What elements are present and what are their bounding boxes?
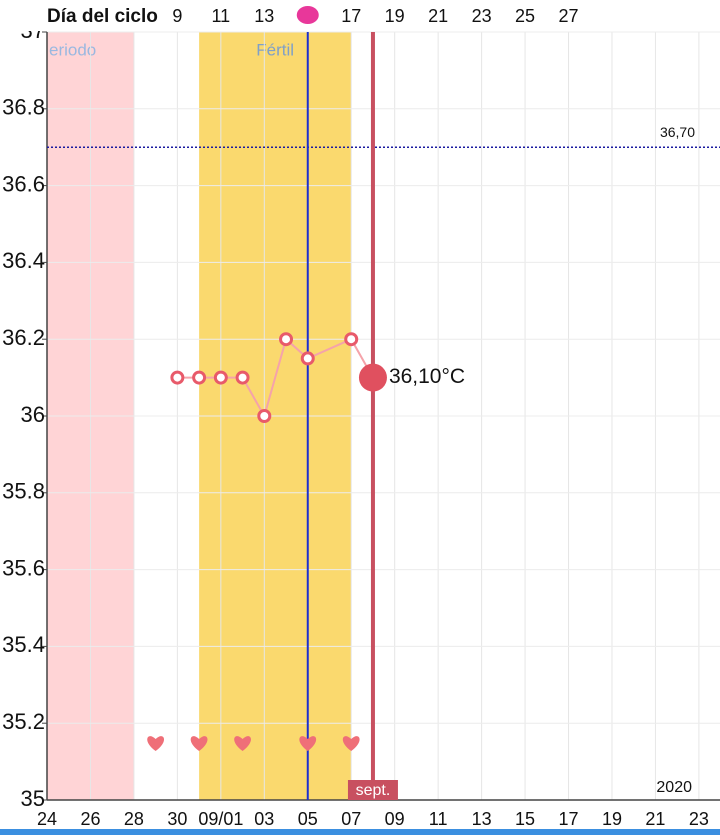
x-tick-label: 24: [37, 809, 57, 829]
point: [235, 370, 250, 385]
point: [213, 370, 228, 385]
x-tick-label: 26: [80, 809, 100, 829]
x-tick-label: 23: [689, 809, 709, 829]
top-strip: [0, 0, 720, 31]
x-tick-label: 13: [472, 809, 492, 829]
point: [279, 332, 294, 347]
point: [170, 370, 185, 385]
x-tick-label: 11: [429, 809, 448, 829]
cycle-day-label: 11: [211, 6, 230, 26]
y-tick-label: 36.4: [2, 248, 45, 273]
cycle-day-label: 19: [385, 6, 405, 26]
heart-marker: [190, 736, 208, 751]
band-label: eriodo: [49, 40, 96, 59]
value-label: 36,10°C: [389, 365, 465, 388]
y-tick-label: 36.6: [2, 171, 45, 196]
y-tick-label: 36.8: [2, 95, 45, 120]
point: [257, 409, 272, 423]
y-tick-label: 35.2: [2, 709, 45, 734]
point: [300, 351, 315, 366]
cycle-day-label: 17: [341, 6, 361, 26]
x-tick-label: 28: [124, 809, 144, 829]
x-tick-label: 15: [515, 809, 535, 829]
cycle-day-label: 13: [254, 6, 274, 26]
y-tick-label: 36: [21, 402, 45, 427]
point: [192, 370, 207, 385]
x-tick-label: 03: [254, 809, 274, 829]
x-tick-label: 09/01: [198, 809, 243, 829]
y-tick-label: 35.8: [2, 479, 45, 504]
x-tick-label: 05: [298, 809, 318, 829]
bottom-bar: [0, 829, 720, 835]
band-label: Fértil: [256, 40, 294, 59]
cycle-day-label: 9: [172, 6, 182, 26]
heart-marker: [147, 736, 165, 751]
cycle-day-label: 27: [559, 6, 579, 26]
current-point: [358, 363, 387, 392]
x-tick-label: 07: [341, 809, 361, 829]
y-tick-label: 35.6: [2, 555, 45, 580]
reference-label: 36,70: [660, 124, 695, 140]
x-tick-label: 09: [385, 809, 405, 829]
heart-marker: [342, 736, 360, 751]
y-tick-label: 35: [21, 786, 45, 811]
ovulation-icon: [296, 6, 319, 24]
y-tick-label: 35.4: [2, 632, 45, 657]
cycle-day-label: 25: [515, 6, 535, 26]
top-axis-title: Día del ciclo: [47, 6, 158, 27]
x-tick-label: 19: [602, 809, 622, 829]
today-tag: [347, 780, 398, 800]
x-tick-label: 21: [645, 809, 665, 829]
cycle-day-label: 23: [472, 6, 492, 26]
x-tick-label: 30: [167, 809, 187, 829]
y-tick-label: 36.2: [2, 325, 45, 350]
today-label: sept.: [356, 782, 391, 799]
heart-marker: [234, 736, 251, 751]
year-label: 2020: [656, 779, 692, 796]
heart-marker: [299, 736, 317, 751]
cycle-day-label: 21: [428, 6, 448, 26]
x-tick-label: 17: [559, 809, 579, 829]
point: [344, 332, 359, 347]
